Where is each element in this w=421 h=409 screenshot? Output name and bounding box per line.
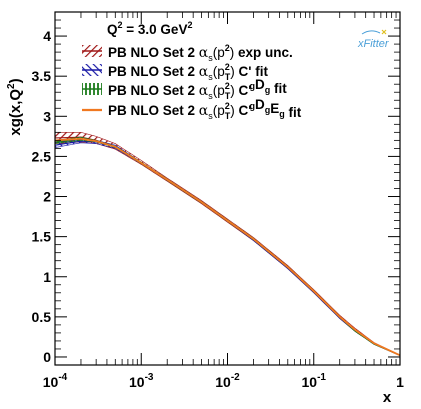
x-tick-label: 10-4	[43, 372, 68, 390]
x-tick-label: 10-2	[215, 372, 240, 390]
y-tick-label: 2.5	[32, 148, 52, 164]
xfitter-logo-mark	[361, 29, 387, 35]
y-tick-label: 2	[43, 189, 51, 205]
x-tick-label: 10-3	[129, 372, 154, 390]
plot-area	[54, 132, 401, 357]
x-tick-label: 1	[396, 374, 404, 390]
xfitter-logo: xFitter	[357, 29, 390, 50]
legend-label-4: PB NLO Set 2 αs(p2 T) C'gDgEg fit	[108, 97, 302, 121]
y-tick-label: 3.5	[32, 68, 52, 84]
y-tick-label: 4	[43, 28, 51, 44]
legend-label-1: PB NLO Set 2 αs(p2) exp unc.	[108, 43, 293, 63]
y-tick-label: 1.5	[32, 229, 52, 245]
y-tick-label: 0	[43, 349, 51, 365]
x-tick-label: 10-1	[302, 372, 327, 390]
y-axis-title: xg(x,Q2)	[6, 78, 24, 135]
y-tick-label: 0.5	[32, 309, 52, 325]
legend-label-2: PB NLO Set 2 αs(p2 T) C' fit	[108, 62, 268, 82]
x-axis-title: x	[383, 389, 392, 406]
series-1-band	[54, 132, 401, 356]
y-tick-label: 3	[43, 108, 51, 124]
series-4-central-line	[54, 137, 401, 357]
y-tick-label: 1	[43, 269, 51, 285]
xfitter-logo-text: xFitter	[357, 38, 390, 50]
legend-label-3: PB NLO Set 2 αs(p2 T) C'gDg fit	[108, 77, 287, 101]
chart-title: Q2 = 3.0 GeV2	[107, 20, 192, 37]
legend: PB NLO Set 2 αs(p2) exp unc.PB NLO Set 2…	[82, 43, 302, 121]
